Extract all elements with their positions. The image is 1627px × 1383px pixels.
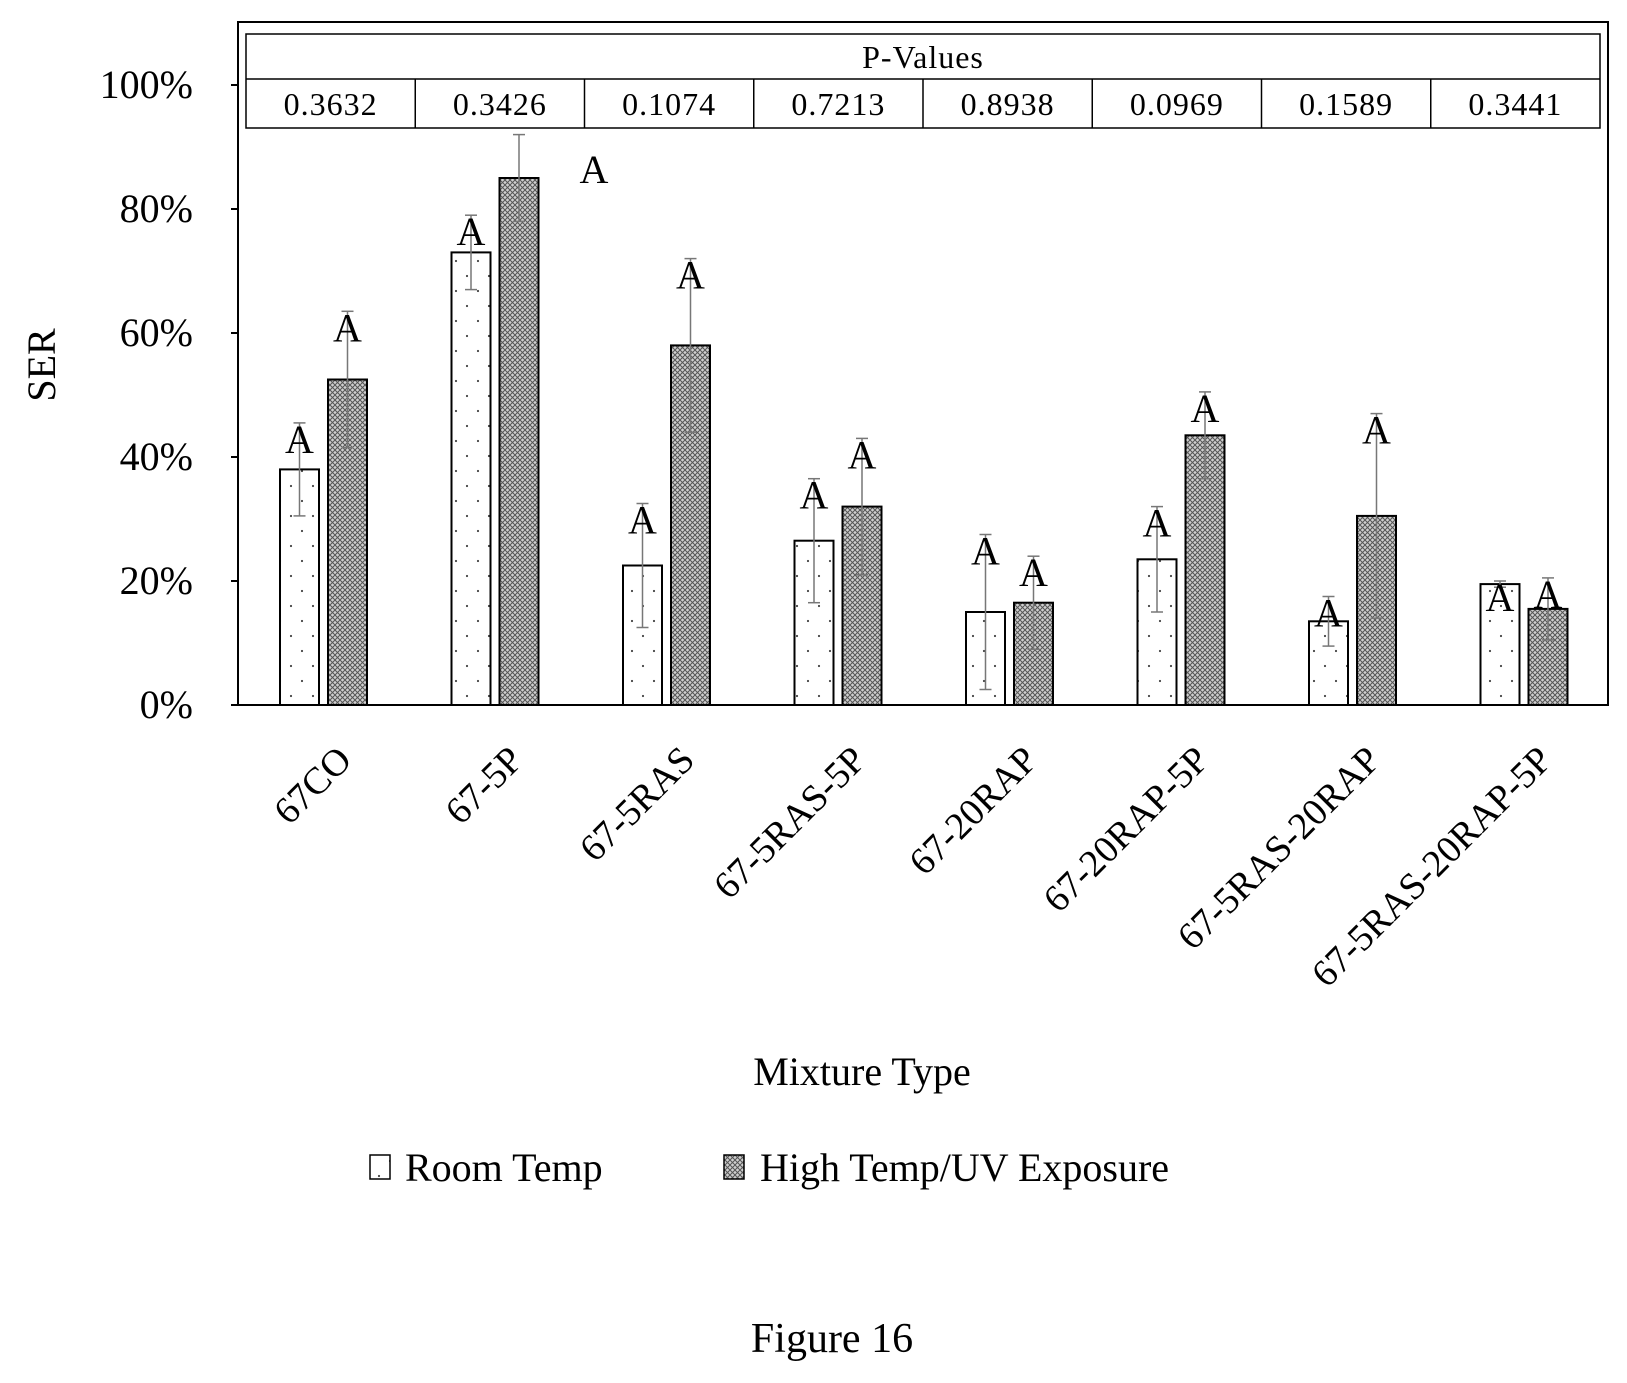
significance-letter: A: [1362, 408, 1391, 453]
y-tick-label: 40%: [120, 434, 193, 479]
significance-letter: A: [580, 147, 609, 192]
bar: [793, 539, 835, 707]
legend-label-high-temp: High Temp/UV Exposure: [760, 1145, 1169, 1190]
bar: [1184, 434, 1226, 706]
significance-letter: A: [848, 432, 877, 477]
significance-letter: A: [628, 498, 657, 543]
y-tick-label: 20%: [120, 558, 193, 603]
x-tick-label: 67CO: [266, 739, 360, 833]
y-tick-label: 60%: [120, 310, 193, 355]
y-tick-label: 100%: [100, 62, 193, 107]
significance-letter: A: [800, 473, 829, 518]
pvalue-cell: 0.0969: [1130, 86, 1224, 122]
legend-swatch-high-temp: [723, 1154, 745, 1180]
significance-letter: A: [1143, 501, 1172, 546]
pvalue-cell: 0.7213: [791, 86, 885, 122]
x-tick-label: 67-5P: [437, 739, 531, 833]
x-axis: 67CO 67-5P 67-5RAS 67-5RAS-5P 67-20RAP67-20R…: [266, 739, 1560, 996]
pvalue-cell: 0.1074: [622, 86, 716, 122]
significance-letter: A: [1486, 575, 1515, 620]
y-axis-title: SER: [19, 328, 64, 402]
bar: [498, 177, 540, 706]
y-axis: 0% 20% 40% 60% 80% 100%: [100, 62, 238, 727]
legend: Room Temp High Temp/UV Exposure: [369, 1145, 1169, 1190]
legend-swatch-room-temp: [369, 1154, 391, 1180]
significance-letter: A: [1191, 386, 1220, 431]
x-tick-label: 67-5RAS-5P: [706, 739, 875, 908]
significance-letter: A: [971, 529, 1000, 574]
pvalue-cell: 0.3426: [453, 86, 547, 122]
x-tick-label: 67-20RAP-5P: [1035, 739, 1217, 921]
pvalue-table: P-Values 0.3632 0.3426 0.1074 0.7213 0.8938 0…: [245, 33, 1601, 129]
y-tick-label: 0%: [140, 682, 193, 727]
legend-label-room-temp: Room Temp: [405, 1145, 603, 1190]
bar: [450, 251, 492, 706]
significance-letter: A: [457, 209, 486, 254]
x-axis-title: Mixture Type: [753, 1049, 971, 1094]
significance-letter: A: [676, 253, 705, 298]
bar: [1479, 583, 1521, 706]
figure-caption: Figure 16: [751, 1316, 913, 1362]
significance-letter: A: [1534, 572, 1563, 617]
significance-letter: A: [1314, 591, 1343, 636]
pvalue-cell: 0.8938: [961, 86, 1055, 122]
pvalue-cell: 0.3632: [284, 86, 378, 122]
significance-letter: A: [1019, 550, 1048, 595]
plot-frame: [237, 21, 1609, 706]
significance-letter: A: [285, 417, 314, 462]
pvalue-cell: 0.1589: [1299, 86, 1393, 122]
pvalue-cell: 0.3441: [1468, 86, 1562, 122]
y-tick-label: 80%: [120, 186, 193, 231]
x-tick-label: 67-5RAS: [572, 739, 703, 870]
x-tick-label: 67-20RAP: [901, 739, 1046, 884]
pvalue-table-header: P-Values: [862, 39, 984, 75]
significance-letter: A: [333, 305, 362, 350]
